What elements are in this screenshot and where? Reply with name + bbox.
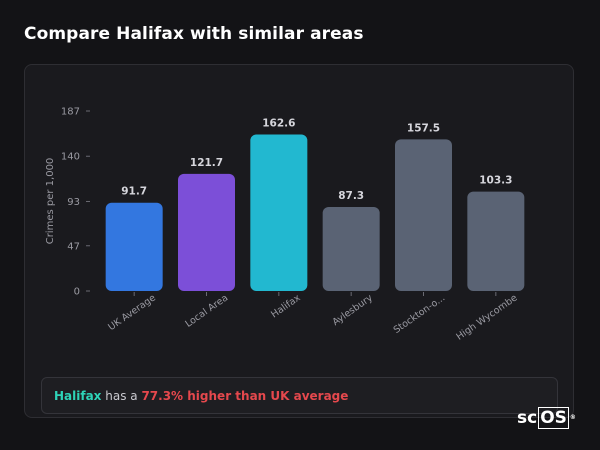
y-tick-label: 0 <box>74 287 80 298</box>
bar-value-label: 91.7 <box>121 186 147 198</box>
y-tick-label: 47 <box>67 241 80 252</box>
page-title: Compare Halifax with similar areas <box>24 24 364 44</box>
logo-boxed: OS <box>538 407 569 429</box>
y-axis: 0 47 93 140 187 <box>61 107 90 298</box>
bar <box>178 173 235 291</box>
bar-value-label: 103.3 <box>479 175 512 187</box>
scos-logo: sc OS ® <box>517 407 576 429</box>
x-tick-label: High Wycombe <box>454 292 519 342</box>
x-axis: UK Average Local Area Halifax Aylesbury Stoc… <box>106 292 520 343</box>
summary-connector: has a <box>101 389 142 403</box>
y-tick-label: 187 <box>61 107 80 118</box>
x-tick-label: Local Area <box>183 292 230 329</box>
logo-mark: ® <box>569 414 576 421</box>
y-tick-label: 140 <box>61 152 80 163</box>
x-tick-label: Halifax <box>269 292 303 320</box>
bar-value-label: 87.3 <box>338 190 364 202</box>
bar-value-label: 121.7 <box>190 157 223 169</box>
bar <box>105 202 163 291</box>
bar <box>322 206 380 291</box>
y-tick-label: 93 <box>67 197 80 208</box>
summary-area-name: Halifax <box>54 389 102 403</box>
x-tick-label: Aylesbury <box>330 292 375 328</box>
y-axis-label: Crimes per 1,000 <box>45 158 56 245</box>
bars: 91.7 121.7 162.6 87.3 157.5 103.3 <box>105 117 525 291</box>
summary-box: Halifax has a 77.3% higher than UK avera… <box>41 377 558 414</box>
bar <box>395 139 452 291</box>
x-tick-label: Stockton-o... <box>392 292 448 336</box>
bar-value-label: 162.6 <box>262 117 295 129</box>
bar <box>467 191 525 291</box>
summary-highlight: 77.3% higher than UK average <box>141 389 349 403</box>
x-tick-label: UK Average <box>106 292 158 333</box>
logo-prefix: sc <box>517 408 538 428</box>
bar <box>250 134 308 291</box>
bar-value-label: 157.5 <box>407 122 440 134</box>
